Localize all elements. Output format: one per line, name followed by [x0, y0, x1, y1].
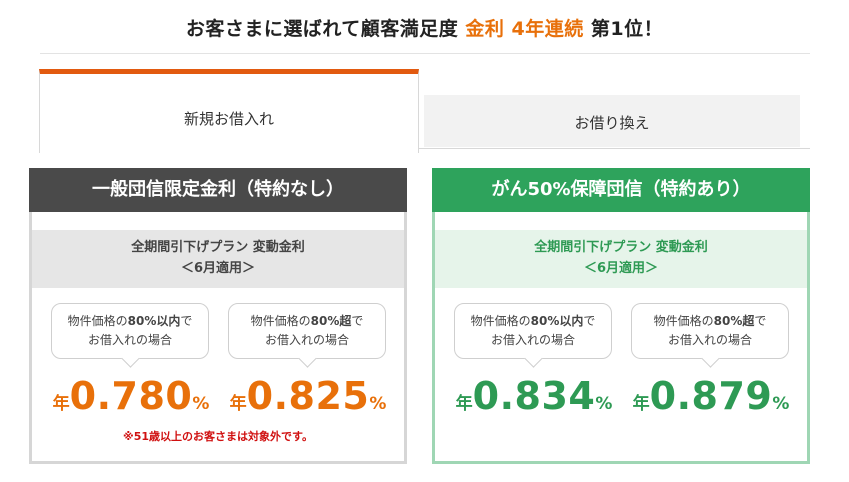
rate-value: 0.834: [472, 374, 596, 418]
condition-text: 物件価格の: [653, 314, 714, 328]
condition-text-end: で: [351, 314, 364, 328]
page-headline: お客さまに選ばれて顧客満足度 金利 4年連続 第1位！: [0, 14, 849, 41]
headline-divider: [40, 53, 810, 54]
interest-rate: 年0.780%: [46, 374, 216, 418]
rate-value: 0.879: [649, 374, 773, 418]
condition-text-end: で: [583, 314, 596, 328]
headline-suffix: 第1位！: [583, 18, 664, 40]
condition-bubble: 物件価格の80%以内で お借入れの場合: [51, 303, 209, 359]
rate-unit: %: [772, 394, 790, 414]
condition-bubble: 物件価格の80%超で お借入れの場合: [228, 303, 386, 359]
tab-refinance-label: お借り換え: [574, 114, 650, 132]
plan-period: ＜6月適用＞: [583, 261, 659, 276]
condition-text: 物件価格の: [470, 314, 531, 328]
headline-prefix: お客さまに選ばれて顧客満足度: [185, 18, 466, 40]
plan-name: 全期間引下げプラン 変動金利: [534, 240, 708, 255]
condition-text-end: で: [180, 314, 193, 328]
rate-unit: %: [595, 394, 613, 414]
interest-rate: 年0.879%: [626, 374, 796, 418]
tab-new-loan[interactable]: 新規お借入れ: [39, 69, 419, 153]
tab-new-loan-label: 新規お借入れ: [183, 110, 274, 128]
rate-value: 0.825: [246, 374, 370, 418]
condition-line2: お借入れの場合: [490, 333, 575, 347]
tab-refinance[interactable]: お借り換え: [424, 95, 800, 147]
interest-rate: 年0.825%: [223, 374, 393, 418]
condition-text: 物件価格の: [250, 314, 311, 328]
rate-value: 0.780: [69, 374, 193, 418]
rate-unit: %: [192, 394, 210, 414]
condition-bubble: 物件価格の80%超で お借入れの場合: [631, 303, 789, 359]
plan-period: ＜6月適用＞: [180, 261, 256, 276]
rate-prefix: 年: [455, 394, 473, 414]
condition-ratio: 80%以内: [127, 314, 181, 328]
plan-box: 全期間引下げプラン 変動金利 ＜6月適用＞: [435, 230, 807, 288]
rate-prefix: 年: [632, 394, 650, 414]
condition-ratio: 80%超: [713, 314, 755, 328]
panel-title: がん50%保障団信（特約あり）: [432, 168, 810, 212]
rate-unit: %: [369, 394, 387, 414]
condition-line2: お借入れの場合: [667, 333, 752, 347]
rate-prefix: 年: [229, 394, 247, 414]
rate-prefix: 年: [52, 394, 70, 414]
condition-text-end: で: [754, 314, 767, 328]
condition-ratio: 80%超: [310, 314, 352, 328]
condition-ratio: 80%以内: [530, 314, 584, 328]
condition-line2: お借入れの場合: [87, 333, 172, 347]
age-restriction-note: ※51歳以上のお客さまは対象外です。: [123, 430, 313, 443]
plan-box: 全期間引下げプラン 変動金利 ＜6月適用＞: [32, 230, 404, 288]
condition-line2: お借入れの場合: [264, 333, 349, 347]
headline-accent: 金利 4年連続: [465, 18, 584, 40]
cancer-insurance-panel: がん50%保障団信（特約あり） 全期間引下げプラン 変動金利 ＜6月適用＞ 物件…: [432, 168, 810, 464]
panel-title: 一般団信限定金利（特約なし）: [29, 168, 407, 212]
plan-name: 全期間引下げプラン 変動金利: [131, 240, 305, 255]
general-insurance-panel: 一般団信限定金利（特約なし） 全期間引下げプラン 変動金利 ＜6月適用＞ 物件価…: [29, 168, 407, 464]
condition-bubble: 物件価格の80%以内で お借入れの場合: [454, 303, 612, 359]
tab-baseline: [419, 148, 810, 149]
interest-rate: 年0.834%: [449, 374, 619, 418]
condition-text: 物件価格の: [67, 314, 128, 328]
